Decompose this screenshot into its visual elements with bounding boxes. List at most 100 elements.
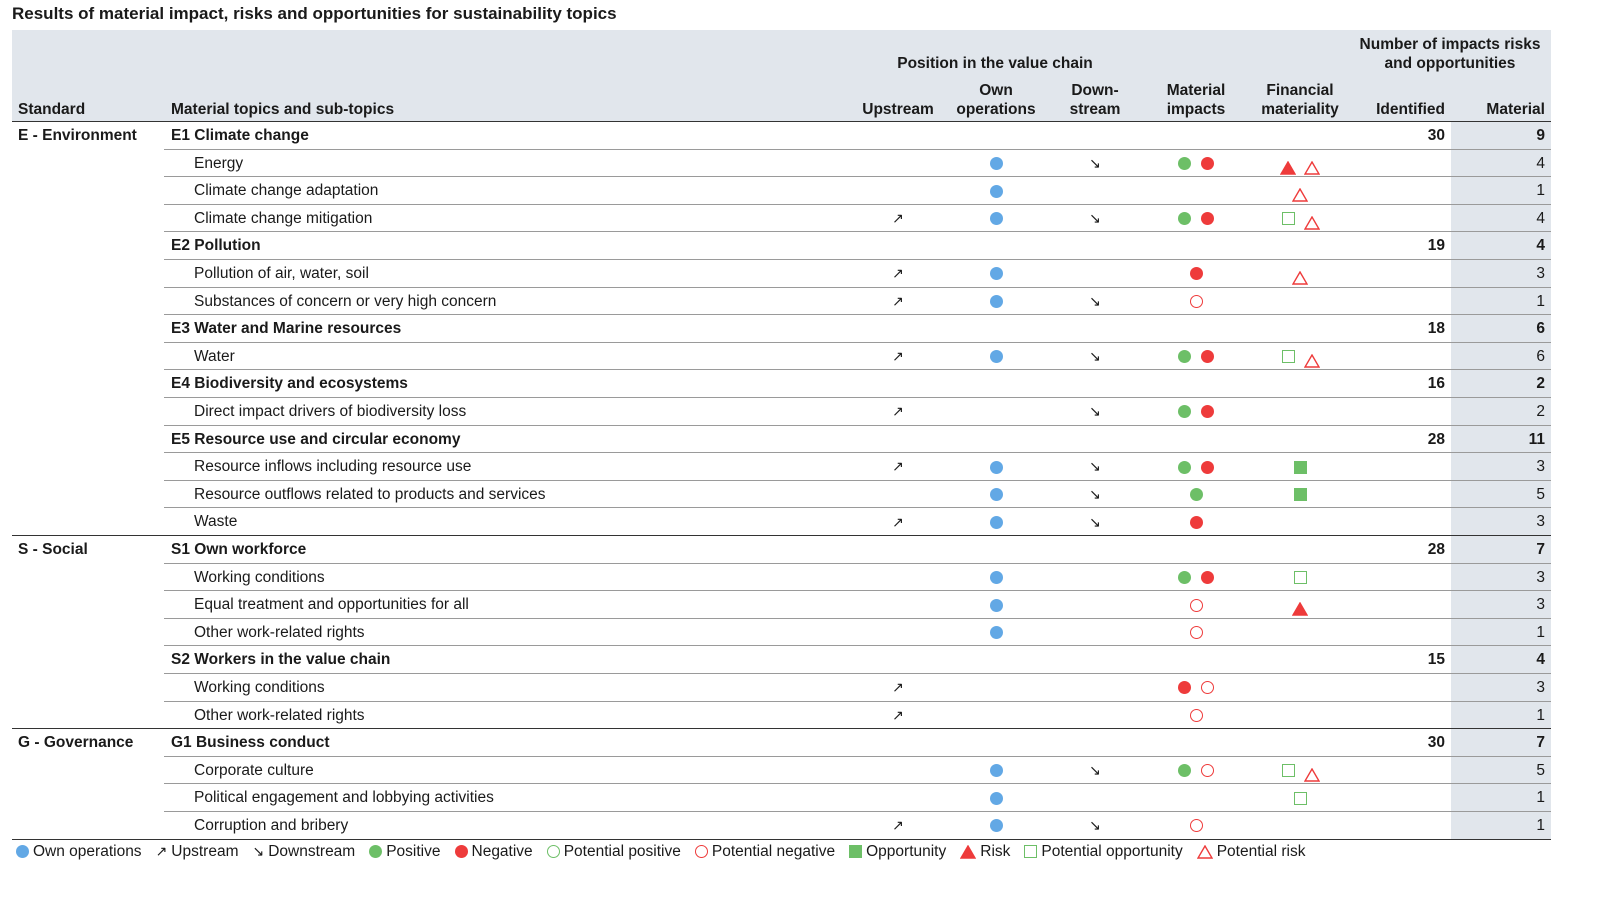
row-divider xyxy=(164,176,1551,178)
legend-item: ↘ Downstream xyxy=(252,843,355,861)
identified-count: 19 xyxy=(1427,237,1445,255)
subtopic-label: Waste xyxy=(194,513,238,531)
table-row: Resource outflows related to products an… xyxy=(12,481,1551,509)
table-row: Equal treatment and opportunities for al… xyxy=(12,591,1551,619)
downstream-arrow-icon: ↘ xyxy=(1089,209,1101,226)
table-row: E5 Resource use and circular economy 28 11 xyxy=(12,426,1551,454)
potential-opportunity-icon xyxy=(1293,791,1307,805)
standard-label: S - Social xyxy=(18,541,88,558)
own-operations-cell xyxy=(946,205,1046,233)
financial-materiality-cell xyxy=(1250,343,1350,371)
upstream-arrow-icon: ↗ xyxy=(892,292,904,309)
positive-icon xyxy=(1178,460,1191,474)
table-row: Climate change adaptation 1 xyxy=(12,177,1551,205)
subtopic-label: Working conditions xyxy=(194,679,325,696)
opportunity-icon xyxy=(1293,488,1307,502)
table-row: Political engagement and lobbying activi… xyxy=(12,784,1551,812)
table-row: G - Governance G1 Business conduct 30 7 xyxy=(12,729,1551,757)
upstream-cell: ↗ xyxy=(848,260,948,288)
downstream-cell: ↘ xyxy=(1045,343,1145,371)
material-count: 6 xyxy=(1536,320,1545,338)
topic-label: S2 Workers in the value chain xyxy=(171,651,391,669)
upstream-cell: ↗ xyxy=(848,205,948,233)
row-divider xyxy=(12,728,1551,730)
positive-icon xyxy=(1178,157,1191,170)
own-operations-cell xyxy=(946,343,1046,371)
potential-opportunity-icon xyxy=(1281,212,1295,226)
table-row: Working conditions ↗ 3 xyxy=(12,674,1551,702)
legend-label: Potential risk xyxy=(1216,843,1306,860)
upstream-arrow-icon: ↗ xyxy=(892,458,904,475)
header-own-line1: Own xyxy=(979,82,1013,99)
row-divider xyxy=(164,203,1551,205)
downstream-arrow-icon: ↘ xyxy=(1089,513,1101,530)
material-impacts-cell xyxy=(1146,481,1246,509)
topic-label: E4 Biodiversity and ecosystems xyxy=(171,375,408,393)
legend-item: Positive xyxy=(369,843,441,861)
row-divider xyxy=(164,562,1551,564)
own-operations-icon xyxy=(989,626,1003,640)
downstream-arrow-icon: ↘ xyxy=(1089,347,1101,364)
material-impacts-cell xyxy=(1146,674,1246,702)
material-count: 1 xyxy=(1536,623,1545,641)
own-operations-cell xyxy=(946,481,1046,509)
own-operations-icon xyxy=(989,764,1003,778)
legend-label: Positive xyxy=(386,843,441,860)
material-impacts-cell xyxy=(1146,591,1246,619)
legend-label: Risk xyxy=(980,843,1011,860)
material-count: 4 xyxy=(1536,209,1545,227)
material-impacts-cell xyxy=(1146,619,1246,647)
financial-materiality-cell xyxy=(1250,260,1350,288)
positive-icon xyxy=(1178,571,1191,584)
upstream-arrow-icon: ↗ xyxy=(155,843,168,860)
negative-icon xyxy=(1201,571,1214,584)
positive-icon xyxy=(1178,405,1191,419)
upstream-cell: ↗ xyxy=(848,508,948,536)
upstream-arrow-icon: ↗ xyxy=(892,403,904,420)
table-row: E4 Biodiversity and ecosystems 16 2 xyxy=(12,370,1551,398)
material-count: 1 xyxy=(1536,182,1545,200)
potential-opportunity-icon xyxy=(1281,350,1295,364)
header-position-group: Position in the value chain xyxy=(897,55,1093,72)
material-count: 1 xyxy=(1536,789,1545,807)
row-divider xyxy=(164,617,1551,619)
material-impacts-cell xyxy=(1146,288,1246,316)
header-material-impacts: Material impacts xyxy=(1146,81,1246,119)
negative-icon xyxy=(1201,157,1214,170)
row-divider xyxy=(164,755,1551,757)
header-fin-line1: Financial xyxy=(1266,82,1334,99)
material-count: 4 xyxy=(1536,154,1545,172)
material-count: 3 xyxy=(1536,458,1545,476)
subtopic-label: Direct impact drivers of biodiversity lo… xyxy=(194,403,467,420)
row-divider xyxy=(164,645,1551,647)
legend-item: Potential opportunity xyxy=(1024,843,1183,861)
downstream-arrow-icon: ↘ xyxy=(1089,292,1101,309)
own-operations-icon xyxy=(16,845,29,859)
table-row: Climate change mitigation ↗ ↘ 4 xyxy=(12,205,1551,233)
table-row: E3 Water and Marine resources 18 6 xyxy=(12,315,1551,343)
legend-item: ↗ Upstream xyxy=(156,843,239,861)
potential-risk-icon xyxy=(1196,844,1213,859)
own-operations-icon xyxy=(989,460,1003,474)
subtopic-label: Climate change adaptation xyxy=(194,182,379,200)
header-down-line1: Down- xyxy=(1071,82,1119,99)
topic-label: E1 Climate change xyxy=(171,127,309,144)
own-operations-icon xyxy=(989,157,1003,170)
topic-label: E5 Resource use and circular economy xyxy=(171,430,461,448)
legend-label: Negative xyxy=(471,843,533,860)
potential-negative-icon xyxy=(1189,709,1203,722)
positive-icon xyxy=(1178,350,1191,364)
material-count: 11 xyxy=(1528,430,1545,448)
material-count: 1 xyxy=(1536,817,1545,834)
material-count: 5 xyxy=(1536,485,1545,503)
financial-materiality-cell xyxy=(1250,591,1350,619)
header-impacts-line2: impacts xyxy=(1166,101,1226,118)
table-row: Substances of concern or very high conce… xyxy=(12,288,1551,316)
material-count: 3 xyxy=(1536,513,1545,531)
upstream-cell: ↗ xyxy=(848,812,948,840)
subtopic-label: Climate change mitigation xyxy=(194,209,373,227)
legend-item: Own operations xyxy=(16,843,142,861)
header-material: Material xyxy=(1486,101,1545,118)
header-identified: Identified xyxy=(1376,101,1445,118)
upstream-arrow-icon: ↗ xyxy=(892,265,904,282)
